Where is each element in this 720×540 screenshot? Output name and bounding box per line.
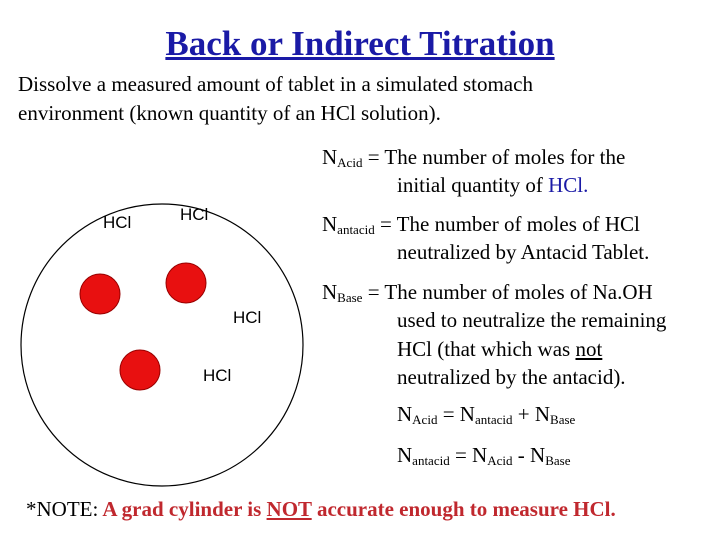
definition-text: HCl. <box>548 173 589 197</box>
definition-term: NAcid = The number of moles for the <box>322 145 625 171</box>
note-text: A grad cylinder is <box>98 497 267 521</box>
definition-text: initial quantity of <box>397 173 549 197</box>
eq-sub: Acid <box>487 453 513 468</box>
tablet-dot <box>119 349 161 391</box>
definition-text: neutralized by the antacid). <box>397 365 626 389</box>
definition-line: neutralized by the antacid). <box>397 365 626 390</box>
note-text: accurate enough to measure HCl. <box>311 497 616 521</box>
eq-text: = N <box>449 443 488 467</box>
equation: Nantacid = NAcid - NBase <box>397 443 570 469</box>
definition-text: = The number of moles of Na.OH <box>367 280 653 304</box>
tablet-dot <box>165 262 207 304</box>
definition-line: neutralized by Antacid Tablet. <box>397 240 649 265</box>
note: *NOTE: A grad cylinder is NOT accurate e… <box>26 497 616 522</box>
eq-text: N <box>397 402 413 426</box>
eq-sub: Base <box>545 453 571 468</box>
beaker-circle <box>20 203 304 487</box>
hcl-label: HCl <box>203 366 231 385</box>
eq-text: + N <box>512 402 551 426</box>
subscript: antacid <box>337 222 375 237</box>
eq-sub: antacid <box>474 412 513 427</box>
eq-text: N <box>397 443 413 467</box>
hcl-label: HCl <box>233 308 261 327</box>
intro-line: environment (known quantity of an HCl so… <box>18 101 441 125</box>
diagram: HCl HCl HCl HCl <box>20 203 304 487</box>
tablet-dot <box>79 273 121 315</box>
definition-line: used to neutralize the remaining <box>397 308 666 333</box>
definition-term: NBase = The number of moles of Na.OH <box>322 280 653 306</box>
definition-text: neutralized by Antacid Tablet. <box>397 240 650 264</box>
intro-line: Dissolve a measured amount of tablet in … <box>18 72 533 96</box>
definition-text: HCl (that which was <box>397 337 576 361</box>
definition-line: initial quantity of HCl. <box>397 173 588 198</box>
eq-sub: antacid <box>412 453 450 468</box>
subscript: Acid <box>337 155 363 170</box>
hcl-label: HCl <box>180 205 208 224</box>
eq-sub: Base <box>550 412 576 427</box>
definition-text: used to neutralize the remaining <box>397 308 667 332</box>
symbol: N <box>322 212 338 236</box>
definition-term: Nantacid = The number of moles of HCl <box>322 212 640 238</box>
definition-text: not <box>575 337 603 361</box>
symbol: N <box>322 145 338 169</box>
note-emphasis: NOT <box>266 497 312 521</box>
hcl-label: HCl <box>103 213 131 232</box>
definition-text: = The number of moles of HCl <box>379 212 640 236</box>
note-label: *NOTE: <box>26 497 99 521</box>
equation: NAcid = Nantacid + NBase <box>397 402 575 428</box>
definition-text: = The number of moles for the <box>367 145 626 169</box>
eq-text: - N <box>512 443 546 467</box>
eq-text: = N <box>437 402 475 426</box>
title: Back or Indirect Titration <box>165 24 555 63</box>
symbol: N <box>322 280 338 304</box>
subscript: Base <box>337 290 363 305</box>
eq-sub: Acid <box>412 412 438 427</box>
definition-line: HCl (that which was not <box>397 337 602 362</box>
